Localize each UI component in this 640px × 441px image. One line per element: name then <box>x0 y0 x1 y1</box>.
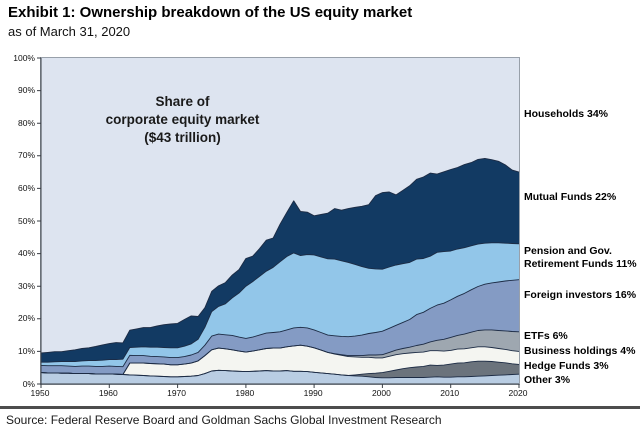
y-axis: 100% 90% 80% 70% 60% 50% 40% 30% 20% 10% 0% <box>0 53 36 389</box>
x-tick-label: 1950 <box>30 388 50 398</box>
legend-label: Hedge Funds 3% <box>524 360 609 372</box>
footer-divider <box>0 406 640 409</box>
area-band <box>41 329 519 375</box>
y-tick-label: 40% <box>17 248 35 259</box>
area-band <box>41 242 519 367</box>
area-band <box>41 158 519 363</box>
legend-label: Business holdings 4% <box>524 345 636 357</box>
x-tick-label: 1980 <box>235 388 255 398</box>
band-boundary-line <box>40 157 520 354</box>
axis-lines <box>37 57 520 388</box>
legend-label: Households 34% <box>524 108 609 120</box>
band-boundary-line <box>40 279 520 368</box>
exhibit-title: Exhibit 1: Ownership breakdown of the US… <box>8 4 413 21</box>
legend-label: ETFs 6% <box>524 330 568 342</box>
area-band <box>41 361 519 378</box>
y-tick-label: 100% <box>13 52 35 63</box>
chart-annotation: Share of corporate equity market ($43 tr… <box>105 94 260 145</box>
y-tick-label: 90% <box>17 85 35 96</box>
y-tick-label: 80% <box>17 117 35 128</box>
x-tick-label: 1970 <box>167 388 187 398</box>
x-tick-label: 2000 <box>371 388 391 398</box>
y-tick-label: 0% <box>22 378 35 389</box>
x-tick-label: 1960 <box>98 388 118 398</box>
x-axis: 1950 1960 1970 1980 1990 2000 2010 2020 <box>31 388 528 400</box>
x-tick-label: 2020 <box>508 388 528 398</box>
legend-label: Mutual Funds 22% <box>524 191 617 203</box>
y-tick-label: 10% <box>17 345 35 356</box>
y-tick-label: 60% <box>17 182 35 193</box>
legend-label: Foreign investors 16% <box>524 289 637 301</box>
y-tick-label: 20% <box>17 313 35 324</box>
stacked-area-chart <box>37 57 520 388</box>
band-boundary-line <box>40 329 520 375</box>
chart-canvas <box>37 57 520 388</box>
x-tick-label: 2010 <box>440 388 460 398</box>
x-tick-label: 1990 <box>303 388 323 398</box>
area-band <box>41 279 519 375</box>
legend-label: Other 3% <box>524 374 571 386</box>
y-tick-label: 50% <box>17 215 35 226</box>
band-boundary-line <box>41 242 520 363</box>
series-labels: Households 34% Mutual Funds 22% Pension an… <box>524 0 640 400</box>
exhibit-subtitle: as of March 31, 2020 <box>8 24 131 39</box>
legend-label: Pension and Gov. Retirement Funds 11% <box>524 245 637 270</box>
y-tick-label: 30% <box>17 280 35 291</box>
y-tick-label: 70% <box>17 150 35 161</box>
source-note: Source: Federal Reserve Board and Goldma… <box>6 413 442 427</box>
area-band <box>41 370 519 384</box>
